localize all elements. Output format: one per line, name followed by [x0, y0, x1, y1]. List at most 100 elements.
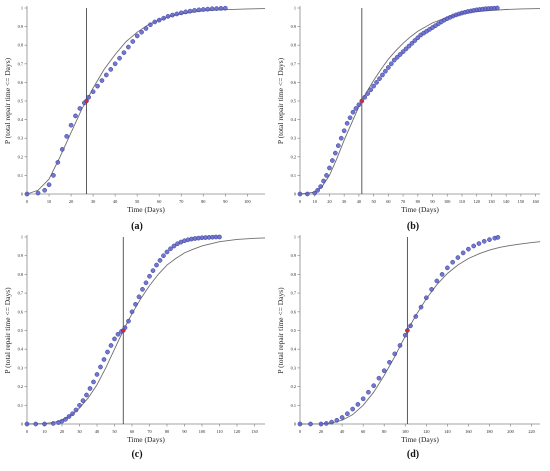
panel-d-y-axis-title: P (total repair time <= Days): [276, 287, 285, 374]
panel-c-data-point: [87, 386, 93, 391]
panel-b-x-tick-label: 20: [327, 199, 331, 204]
panel-d-y-tick-label: 0: [294, 422, 296, 427]
panel-a-x-tick-label: 70: [179, 199, 183, 204]
panel-b-data-point: [353, 106, 359, 111]
panel-b-data-point: [347, 115, 353, 121]
panel-a-data-point: [55, 160, 61, 165]
panel-c-x-tick-label: 20: [60, 429, 64, 434]
panel-d-caption: (d): [406, 449, 420, 460]
panel-a-data-point: [112, 61, 118, 67]
panel-b-data-point: [318, 184, 323, 189]
panel-a-fitted-curve: [26, 8, 266, 195]
panel-a-x-tick-label: 10: [47, 199, 51, 204]
panel-c-data-point: [143, 280, 149, 286]
panel-c-x-tick-label: 120: [234, 429, 240, 434]
panel-b-data-point: [305, 191, 310, 197]
panel-d-x-tick-label: 180: [486, 429, 492, 434]
panel-b-data-point: [297, 191, 303, 197]
panel-d-data-point: [297, 421, 303, 427]
panel-d-data-point: [334, 417, 340, 423]
panel-d-data-point: [339, 415, 345, 420]
panel-b-data-point: [350, 109, 356, 115]
panel-d-x-tick-label: 120: [423, 429, 429, 434]
panel-d-data-point: [381, 368, 387, 374]
panel-a-data-point: [42, 187, 47, 193]
panel-d-data-point: [329, 419, 334, 425]
panel-d-chart: 0 20 40 60 80 100 120 140 160 180 200 220 0 0.1 0.2 0.3…: [276, 235, 541, 444]
panel-a-y-tick-label: 0.2: [18, 154, 23, 159]
panel-d-data-point: [423, 295, 429, 301]
panel-d-y-tick-label: 0.5: [291, 328, 296, 333]
panel-a-data-point: [192, 8, 197, 13]
panel-a-data-point: [99, 78, 105, 83]
panel-c-x-tick-label: 80: [165, 429, 169, 434]
panel-b-data-point: [388, 61, 394, 67]
panel-a-data-point: [222, 5, 228, 11]
panel-d-data-point: [445, 265, 450, 271]
panel-c-data-point: [157, 258, 163, 263]
panel-b-x-tick-label: 160: [532, 199, 538, 204]
panel-b-x-tick-label: 40: [357, 199, 361, 204]
panel-b-x-axis-title: Time (Days): [401, 205, 439, 214]
panel-a-data-point: [103, 72, 109, 78]
panel-b-data-point: [327, 165, 332, 171]
panel-c-data-point: [140, 287, 145, 292]
panel-a-data-point: [170, 12, 175, 18]
panel-d-data-point: [460, 250, 466, 256]
panel-c-data-point: [112, 336, 117, 342]
panel-c-data-point: [66, 414, 72, 419]
panel-d-x-tick-label: 140: [444, 429, 450, 434]
panel-a-data-point: [183, 9, 189, 15]
panel-a-median-marker: [84, 99, 89, 103]
panel-a-data-point: [165, 14, 171, 19]
panel-c-data-point: [94, 372, 100, 377]
panel-b-x-tick-label: 50: [371, 199, 375, 204]
panel-d-data-point: [434, 278, 440, 284]
panel-b-x-tick-label: 30: [342, 199, 346, 204]
panel-c-x-tick-label: 60: [130, 429, 134, 434]
panel-c-x-tick-label: 50: [112, 429, 116, 434]
panel-d-y-tick-label: 0.3: [291, 365, 296, 370]
panel-a-data-point: [143, 26, 149, 31]
panel-b-x-tick-label: 90: [430, 199, 434, 204]
panel-c-data-point: [77, 402, 82, 408]
panel-d-data-point: [466, 246, 471, 252]
panel-d-data-point: [418, 304, 424, 310]
panel-d-y-tick-label: 0.2: [291, 384, 296, 389]
panel-b-y-tick-label: 0.2: [291, 154, 296, 159]
panel-d-y-tick-label: 0.1: [291, 403, 296, 408]
panel-a-data-point: [117, 55, 122, 61]
panel-b-data-point: [321, 178, 326, 184]
panel-a-y-tick-label: 0.9: [18, 24, 23, 29]
panel-a-y-tick-label: 0.7: [18, 61, 24, 66]
panel-a-data-point: [73, 113, 78, 119]
panel-b-y-tick-label: 0.6: [291, 80, 297, 85]
panel-b-data-point: [380, 72, 385, 78]
panel-c-data-point: [105, 349, 110, 355]
panel-b-y-tick-label: 0.1: [291, 173, 296, 178]
panel-c-y-tick-label: 1: [21, 235, 23, 240]
panel-a-data-point: [90, 89, 96, 95]
panel-c-data-point: [24, 421, 30, 427]
panel-d-x-tick-label: 20: [319, 429, 323, 434]
panel-a-chart: 0 10 20 30 40 50 60 70 80 90 100 0 0.1 0.2 0.3 0.4 0.5 0.…: [3, 5, 266, 214]
panel-a-data-point: [174, 11, 180, 17]
panel-a-data-point: [59, 147, 65, 152]
panel-b-data-point: [315, 187, 321, 193]
panel-b-data-point: [341, 128, 347, 134]
panel-c-data-point: [101, 357, 107, 362]
panel-c-y-axis-title: P (total repair time <= Days): [3, 287, 12, 374]
panel-d-data-point: [413, 314, 419, 319]
panel-b-y-tick-label: 1: [294, 6, 296, 11]
panel-d-data-point: [355, 402, 361, 407]
panel-c-data-point: [164, 249, 170, 255]
panel-b-x-tick-label: 140: [503, 199, 509, 204]
panel-a-caption: (a): [131, 221, 143, 232]
panel-b-data-point: [365, 91, 371, 96]
panel-d-data-point: [397, 343, 403, 348]
panel-b-x-tick-label: 150: [518, 199, 524, 204]
panel-d-data-point: [360, 396, 366, 402]
panel-c-y-tick-label: 0.4: [18, 347, 24, 352]
panel-a-data-point: [134, 33, 140, 39]
panel-c-x-axis-title: Time (Days): [127, 435, 165, 444]
